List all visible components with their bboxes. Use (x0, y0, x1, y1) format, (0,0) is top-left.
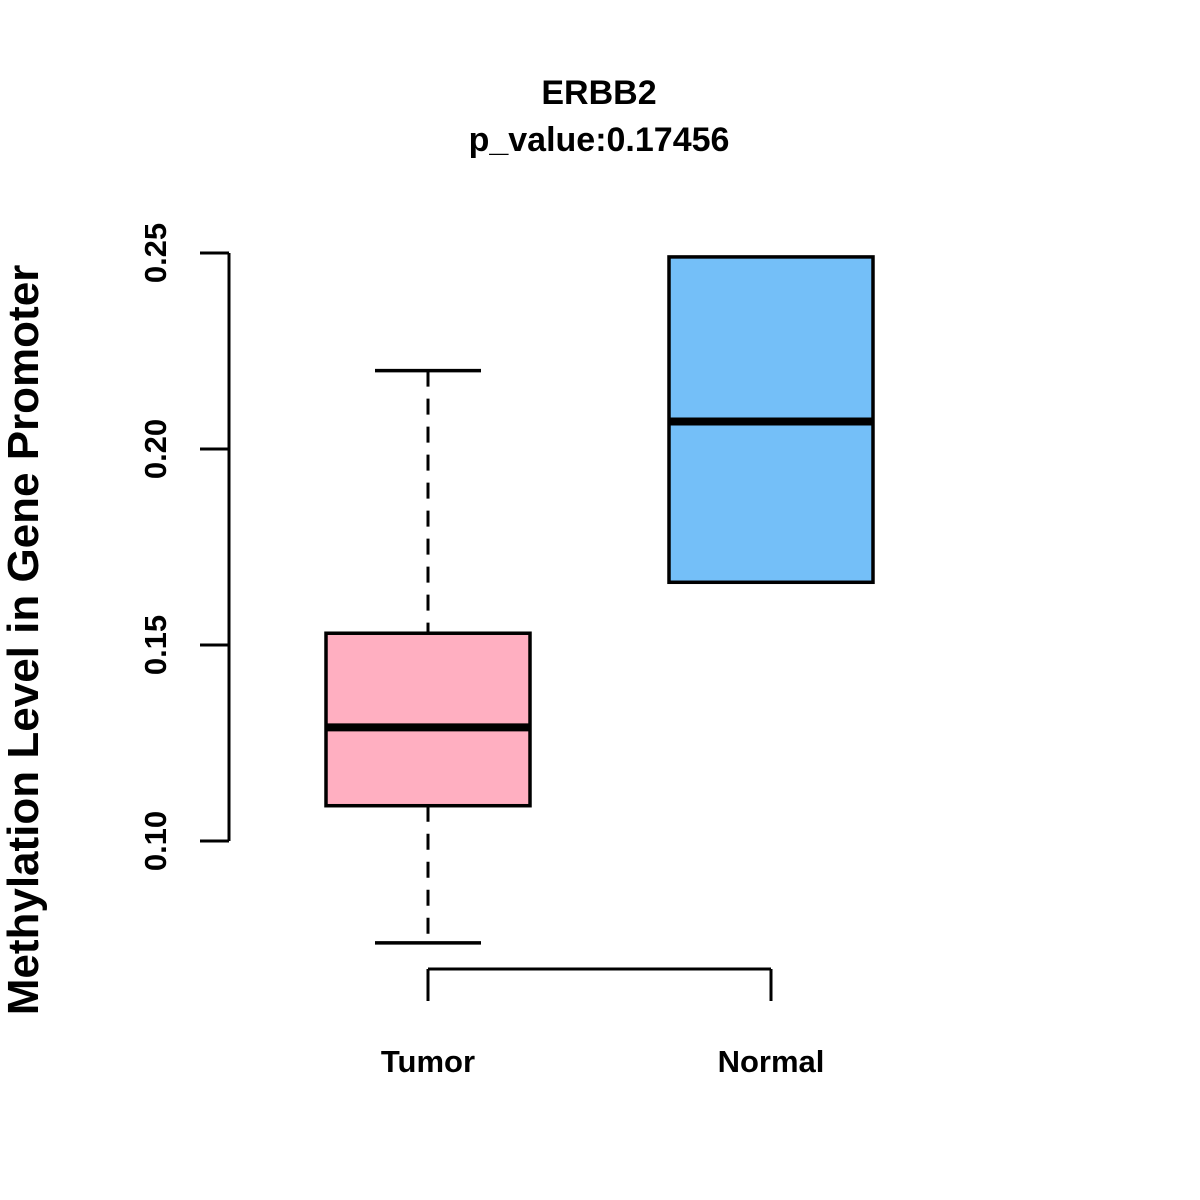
x-axis: Tumor Normal (381, 967, 825, 1079)
iqr-box (324, 631, 532, 808)
y-axis-title: Methylation Level in Gene Promoter (0, 265, 48, 1016)
x-axis-category-label: Normal (718, 1044, 825, 1079)
y-axis-tick-label: 0.20 (138, 419, 173, 479)
tumor-box (324, 368, 532, 945)
boxes (324, 255, 875, 945)
y-axis-tick-label: 0.25 (138, 223, 173, 283)
y-axis-tick-label: 0.15 (138, 615, 173, 675)
y-axis: 0.10 0.15 0.20 0.25 (138, 223, 231, 871)
y-axis-tick-label: 0.10 (138, 811, 173, 871)
chart-subtitle: p_value:0.17456 (469, 121, 730, 159)
chart-title: ERBB2 (541, 74, 656, 112)
normal-box (667, 255, 875, 585)
x-axis-category-label: Tumor (381, 1044, 475, 1079)
